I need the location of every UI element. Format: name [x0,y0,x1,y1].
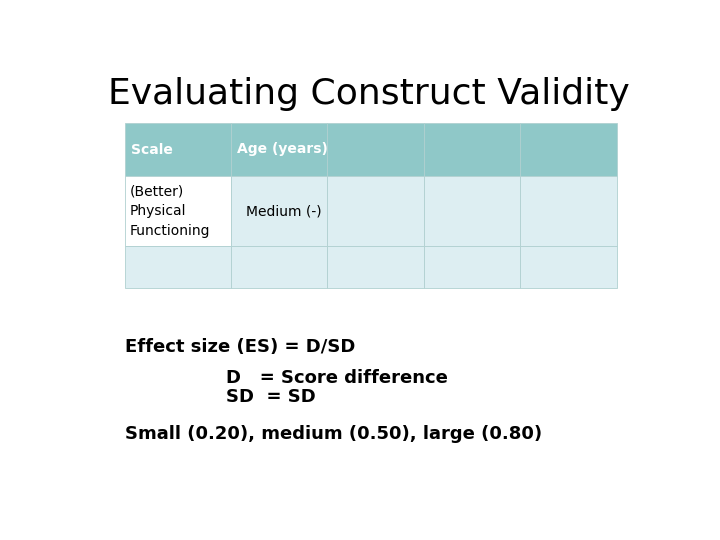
Bar [125,123,230,177]
Text: SD  = SD: SD = SD [225,388,315,406]
Text: Evaluating Construct Validity: Evaluating Construct Validity [108,77,630,111]
Bar [230,123,328,177]
Bar [125,246,230,288]
Bar [521,177,617,246]
Bar [328,177,424,246]
Text: Age (years): Age (years) [237,143,328,157]
Bar [328,123,424,177]
Text: Small (0.20), medium (0.50), large (0.80): Small (0.20), medium (0.50), large (0.80… [125,425,542,443]
Text: Effect size (ES) = D/SD: Effect size (ES) = D/SD [125,338,355,356]
Text: (Better)
Physical
Functioning: (Better) Physical Functioning [130,185,210,238]
Text: Scale: Scale [131,143,173,157]
Bar [521,123,617,177]
Bar [230,177,328,246]
Bar [424,246,521,288]
Bar [328,246,424,288]
Text: Medium (-): Medium (-) [246,204,322,218]
Bar [424,123,521,177]
Bar [424,177,521,246]
Bar [125,177,230,246]
Bar [521,246,617,288]
Bar [230,246,328,288]
Text: D   = Score difference: D = Score difference [225,369,448,387]
